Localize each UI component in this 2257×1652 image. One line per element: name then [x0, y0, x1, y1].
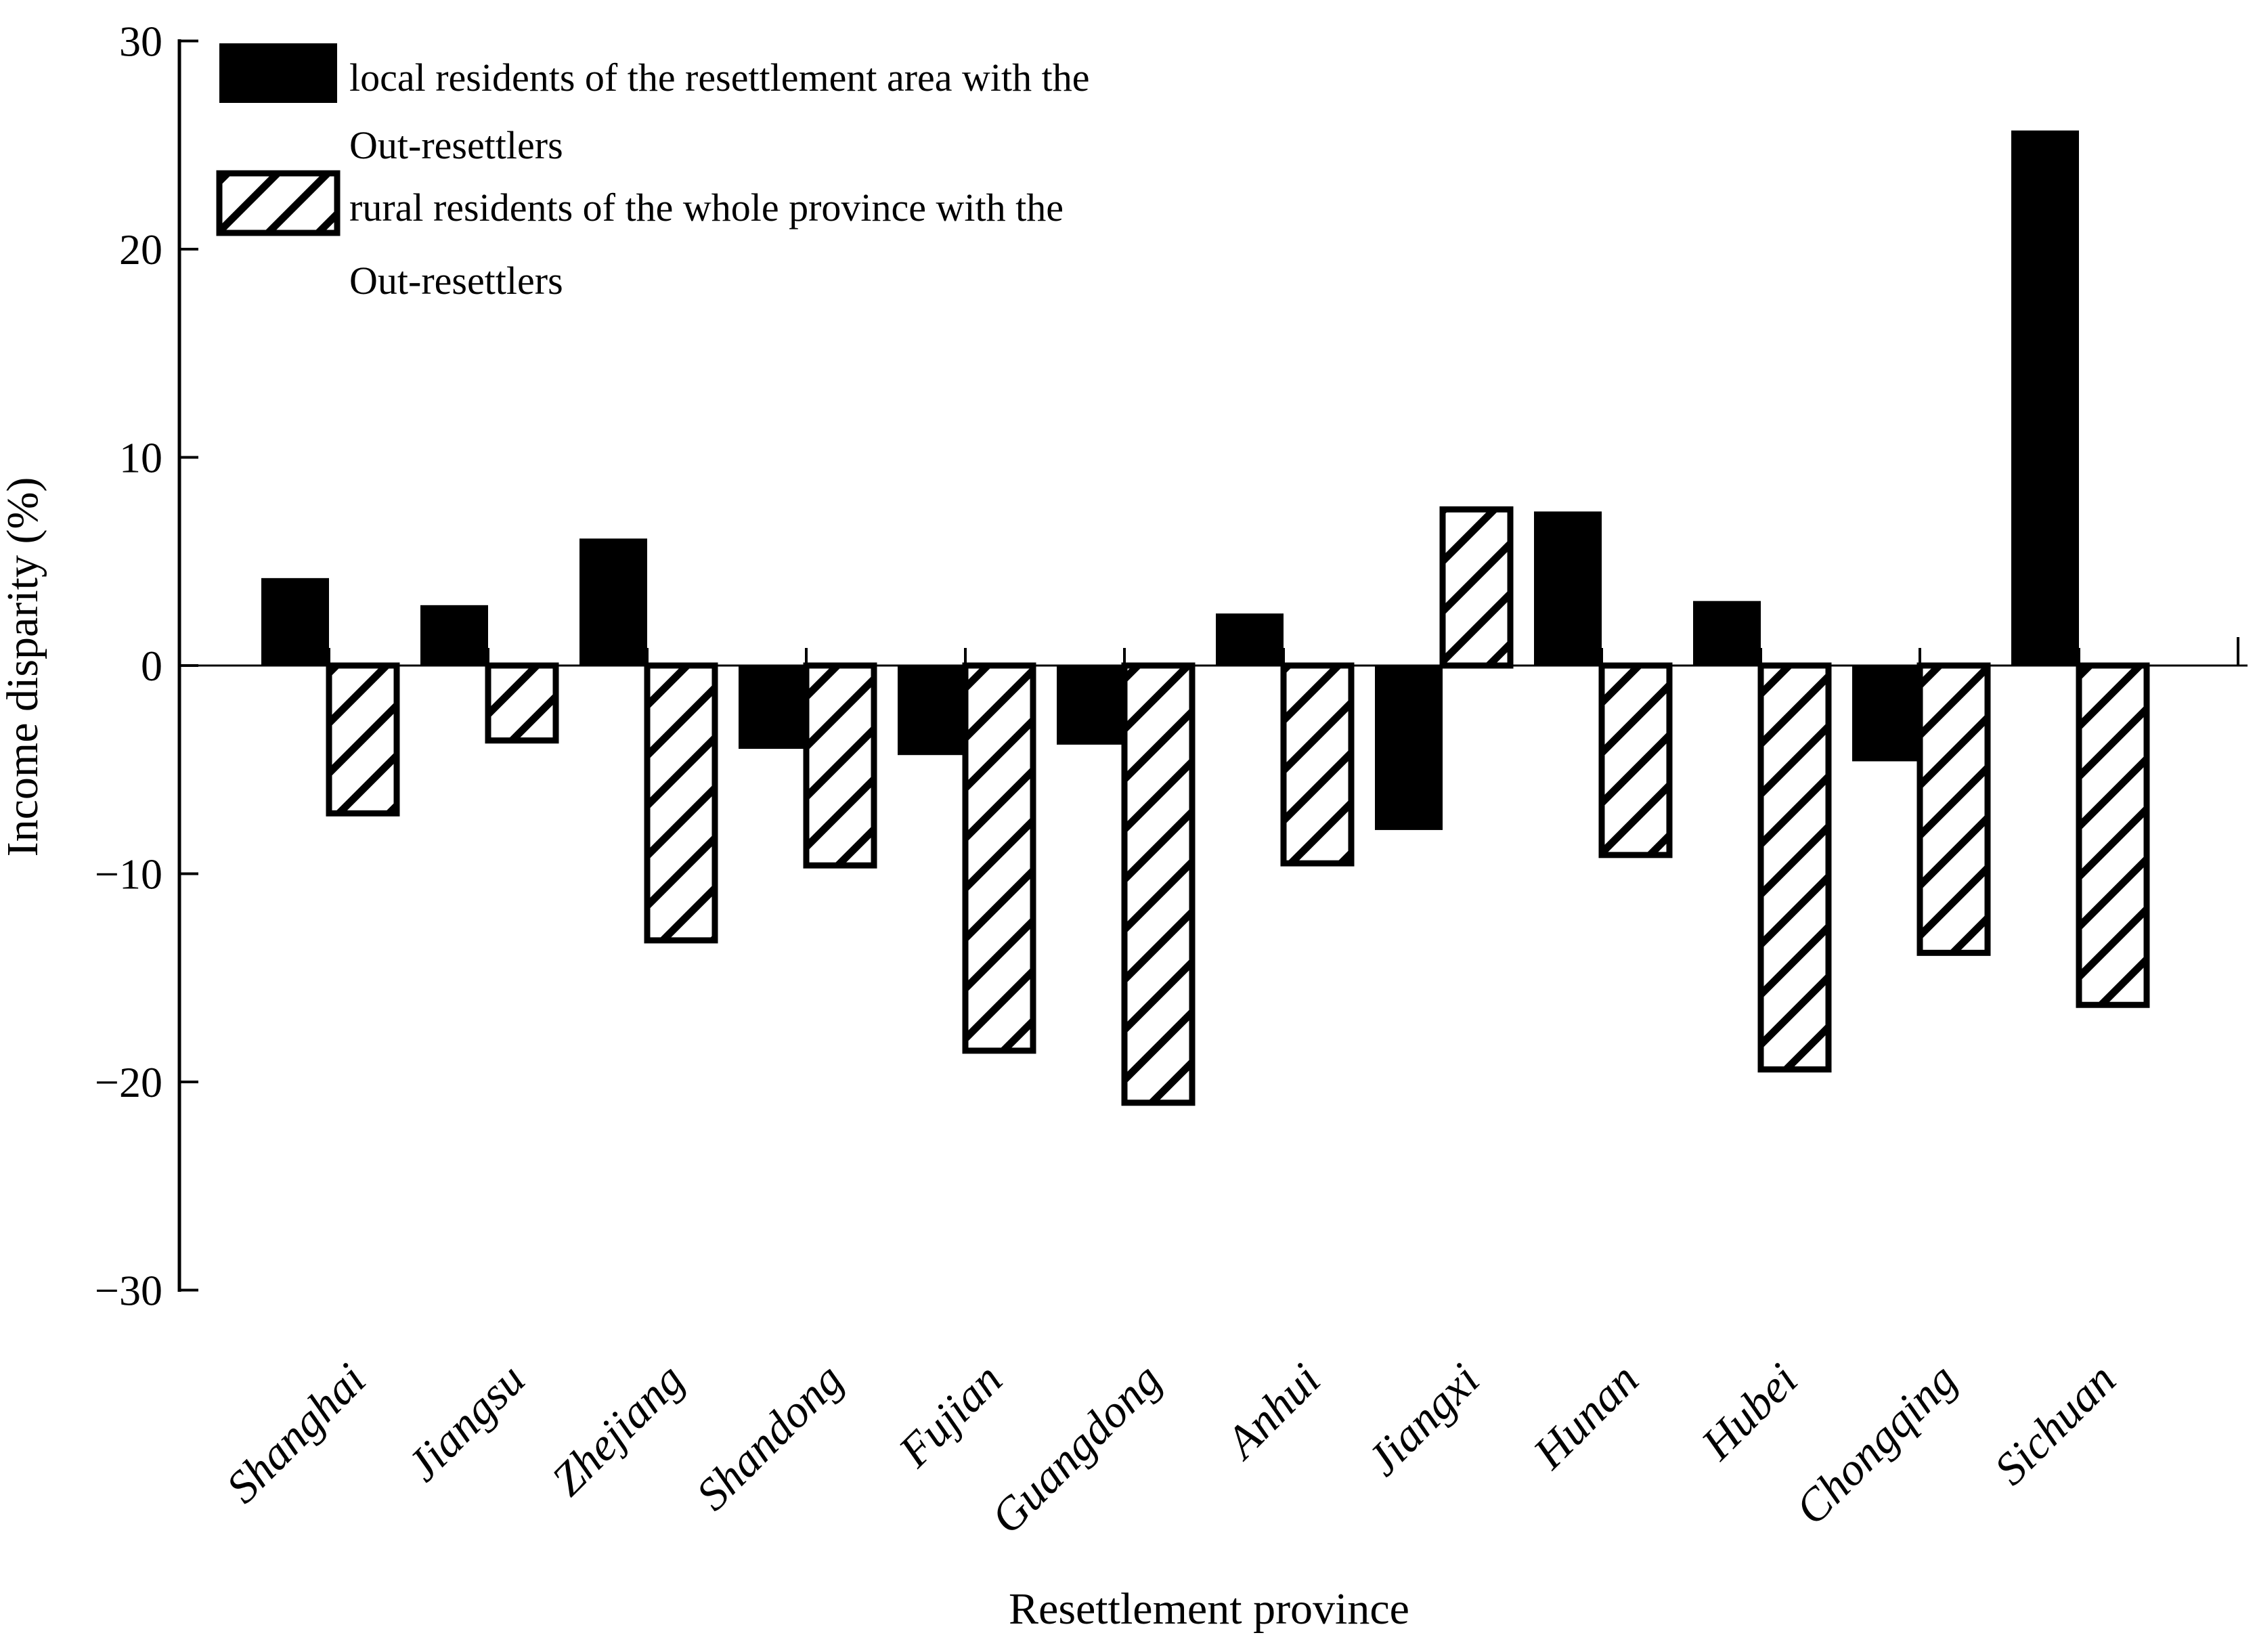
bar-local-Fujian	[898, 666, 965, 756]
category-label: Jiangxi	[1357, 1353, 1489, 1485]
bar-local-Chongqing	[1852, 666, 1920, 762]
bar-local-Hubei	[1693, 601, 1761, 666]
bar-local-Shanghai	[261, 578, 329, 666]
legend-label-line2: Out-resettlers	[349, 259, 563, 303]
bar-rural-Fujian	[962, 662, 1036, 1054]
category-label: Guangdong	[981, 1353, 1171, 1544]
bar-local-Zhejiang	[579, 538, 647, 666]
bar-rural-Anhui	[1280, 662, 1355, 867]
category-label: Fujian	[888, 1353, 1012, 1477]
bar-rural-Hubei	[1757, 662, 1832, 1073]
y-axis-title: Income disparity (%)	[0, 477, 47, 857]
category-label: Zhejiang	[542, 1353, 694, 1506]
y-tick-label: 10	[119, 434, 162, 482]
bar-local-Jiangsu	[420, 605, 488, 666]
bar-local-Hunan	[1534, 511, 1602, 666]
y-tick-label: −30	[95, 1267, 162, 1315]
bar-rural-Hunan	[1598, 662, 1673, 858]
category-label: Shandong	[686, 1353, 853, 1520]
bar-local-Anhui	[1216, 613, 1284, 666]
y-axis: 30 20 10 0 −10 −20 −30	[95, 18, 198, 1315]
bar-local-Guangdong	[1057, 666, 1124, 745]
bar-rural-Guangdong	[1121, 662, 1196, 1106]
legend-label-line1: local residents of the resettlement area…	[349, 56, 1090, 100]
category-label: Anhui	[1214, 1353, 1330, 1469]
bar-rural-Zhejiang	[644, 662, 718, 944]
category-label: Shanghai	[216, 1353, 375, 1513]
bar-local-Jiangxi	[1375, 666, 1443, 830]
bar-rural-Jiangsu	[485, 662, 559, 744]
bar-local-Shandong	[739, 666, 806, 749]
category-label: Jiangsu	[397, 1353, 534, 1491]
legend-label-line1: rural residents of the whole province wi…	[349, 186, 1064, 230]
category-label: Hunan	[1522, 1353, 1648, 1479]
category-label: Hubei	[1691, 1353, 1807, 1470]
y-tick-label: −10	[95, 850, 162, 898]
bars	[261, 130, 2150, 1106]
bar-rural-Shandong	[803, 662, 877, 869]
bar-local-Sichuan	[2011, 130, 2079, 666]
x-axis-title: Resettlement province	[1009, 1584, 1409, 1634]
y-tick-label: 0	[141, 642, 162, 690]
legend-label-line2: Out-resettlers	[349, 123, 563, 167]
category-label: Chongqing	[1785, 1353, 1966, 1534]
bar-rural-Shanghai	[326, 662, 400, 817]
bar-rural-Jiangxi	[1439, 506, 1514, 669]
category-label: Sichuan	[1984, 1353, 2126, 1495]
legend: local residents of the resettlement area…	[216, 43, 1090, 303]
y-tick-label: −20	[95, 1058, 162, 1106]
y-tick-label: 30	[119, 18, 162, 66]
bar-rural-Chongqing	[1916, 662, 1991, 956]
y-tick-label: 20	[119, 225, 162, 274]
bar-rural-Sichuan	[2076, 662, 2150, 1008]
legend-swatch-hatch	[216, 170, 341, 236]
legend-swatch-solid	[219, 43, 337, 103]
